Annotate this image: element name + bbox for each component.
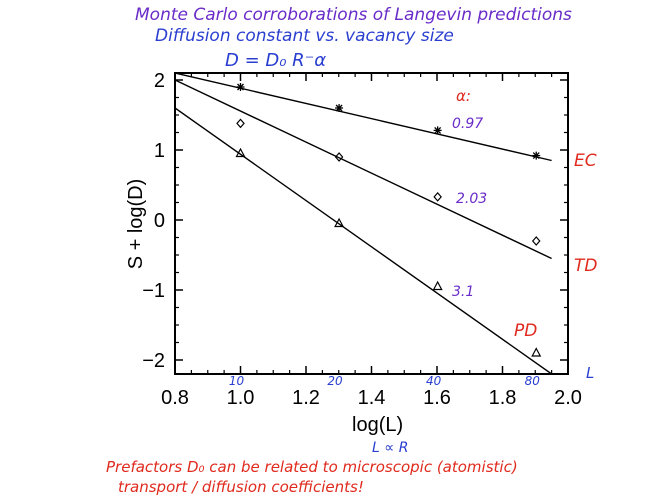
data-point-ec	[433, 126, 442, 135]
data-point-pd	[531, 347, 542, 357]
series-name-ec: EC	[574, 151, 597, 171]
x-axis-note: L ∝ R	[372, 440, 408, 456]
alpha-label-pd: 3.1	[452, 284, 474, 300]
fit-line-td	[175, 79, 552, 260]
y-tick-label: −2	[142, 350, 165, 372]
data-point-ec	[236, 83, 245, 91]
x-tick-label: 0.8	[161, 387, 189, 409]
x-tick-label: 1.6	[423, 387, 451, 409]
series-names: EC TD PD	[514, 151, 597, 341]
side-note: L	[586, 364, 594, 382]
x-tick-label: 1.2	[292, 387, 320, 409]
data-point-td	[236, 118, 245, 129]
axis-ticks	[174, 73, 569, 374]
footnote-line-2: transport / diffusion coefficients!	[118, 478, 364, 496]
data-point-ec	[335, 104, 344, 112]
size-label: 20	[327, 374, 343, 388]
y-tick-label: 0	[154, 210, 165, 232]
data-point-pd	[334, 217, 345, 228]
data-markers	[235, 83, 542, 357]
x-tick-label: 1.0	[227, 387, 255, 409]
data-point-td	[531, 236, 541, 246]
series-name-td: TD	[574, 256, 597, 276]
data-point-pd	[432, 280, 443, 291]
y-axis-label: S + log(D)	[125, 179, 147, 270]
size-label: 10	[229, 374, 245, 388]
data-point-td	[334, 152, 344, 162]
x-tick-label: 1.8	[489, 387, 517, 409]
size-labels: 10 20 40 80	[229, 374, 540, 388]
data-point-pd	[235, 147, 246, 158]
fit-line-pd	[175, 107, 553, 374]
x-tick-label: 1.4	[358, 387, 386, 409]
footnote-line-1: Prefactors D₀ can be related to microsco…	[106, 458, 518, 476]
series-name-pd: PD	[514, 321, 537, 341]
y-tick-label: 1	[154, 140, 165, 162]
y-tick-label: −1	[142, 280, 165, 302]
y-tick-labels: −2 −1 0 1 2	[142, 70, 165, 372]
x-tick-labels: 0.8 1.0 1.2 1.4 1.6 1.8 2.0	[161, 387, 582, 409]
alpha-header: α:	[456, 87, 471, 105]
fit-lines	[175, 73, 553, 374]
data-point-ec	[532, 151, 541, 160]
chart-title-formula: D = D₀ R⁻α	[225, 50, 326, 71]
y-tick-label: 2	[154, 70, 165, 92]
size-label: 80	[525, 374, 541, 388]
x-tick-label: 2.0	[554, 387, 582, 409]
x-axis-label: log(L)	[352, 414, 403, 436]
alpha-label-ec: 0.97	[452, 116, 483, 132]
chart-title-line-2: Diffusion constant vs. vacancy size	[155, 26, 454, 46]
alpha-labels: 0.97 2.03 3.1	[452, 116, 487, 300]
alpha-label-td: 2.03	[456, 191, 487, 207]
size-label: 40	[426, 374, 442, 388]
data-point-td	[433, 191, 442, 202]
chart-title-line-1: Monte Carlo corroborations of Langevin p…	[135, 5, 572, 25]
